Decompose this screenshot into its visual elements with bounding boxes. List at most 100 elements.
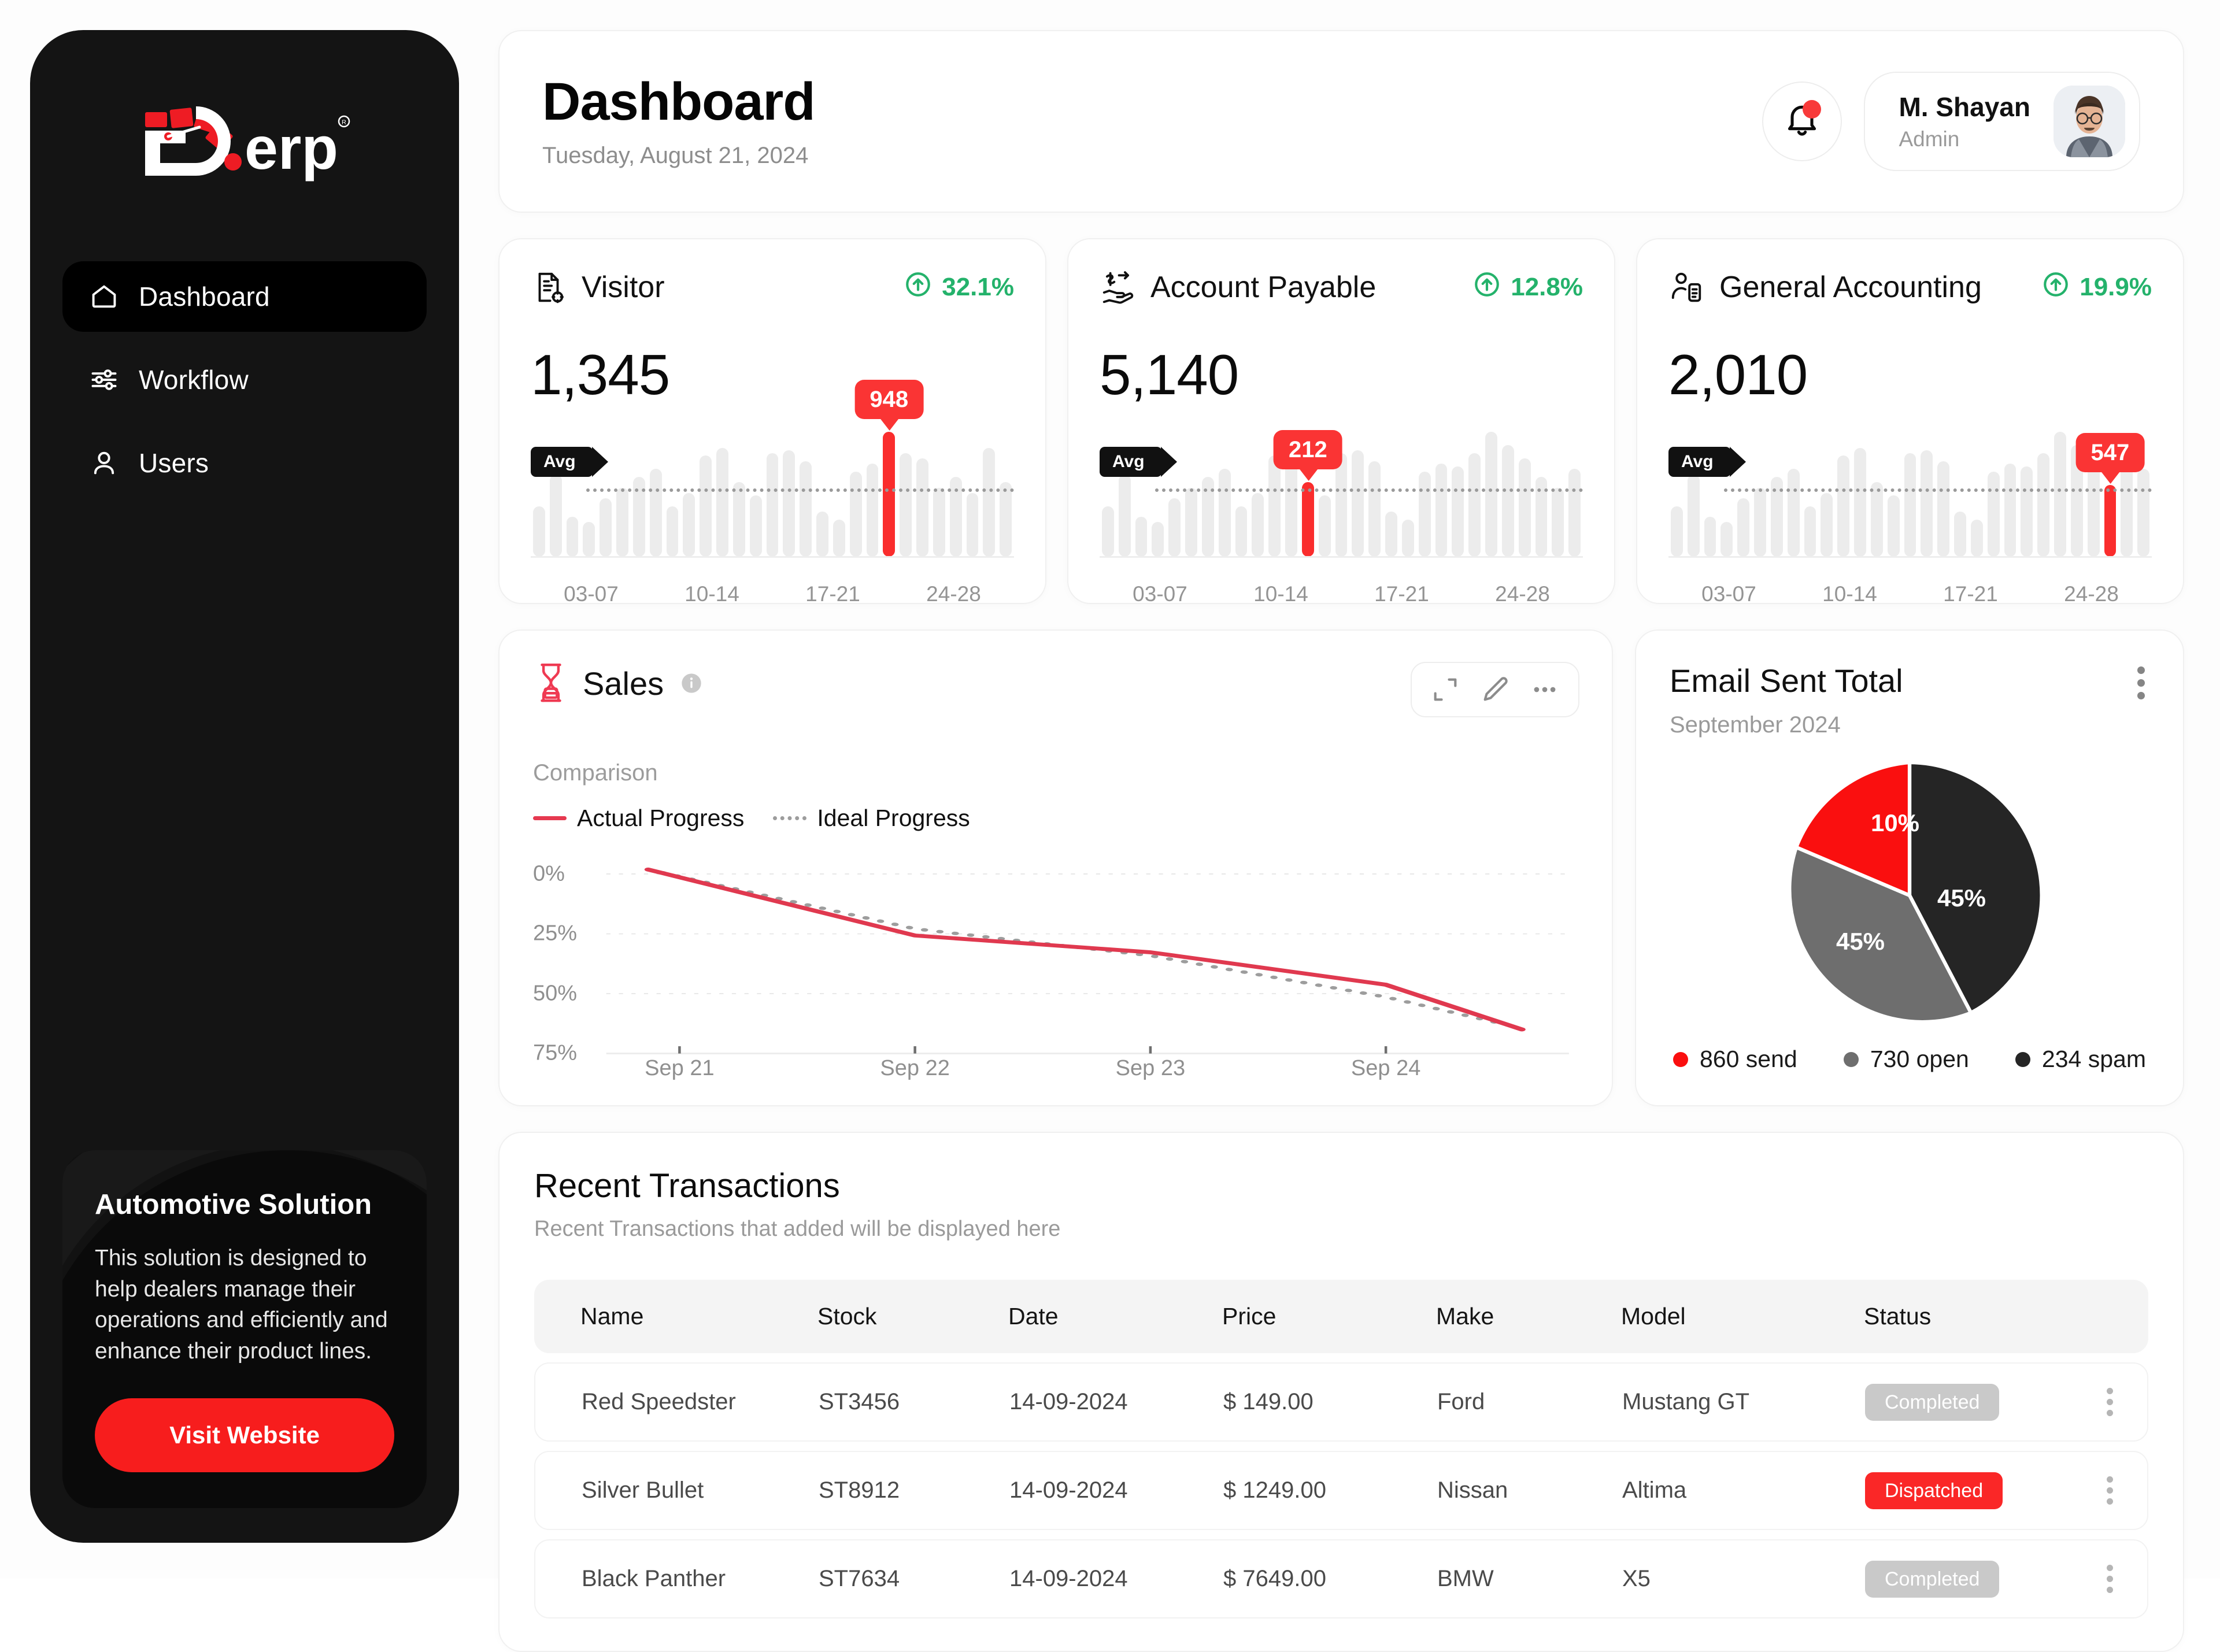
status-badge: Dispatched bbox=[1865, 1472, 2003, 1509]
sliders-icon bbox=[89, 365, 119, 395]
sparkline-bar bbox=[1535, 477, 1548, 557]
sparkline-bar bbox=[616, 487, 628, 557]
row-menu-icon[interactable] bbox=[2101, 1382, 2119, 1422]
status-badge: Completed bbox=[1865, 1383, 2000, 1421]
table-row[interactable]: Black Panther ST7634 14-09-2024 $ 7649.0… bbox=[534, 1539, 2148, 1618]
average-label: Avg bbox=[531, 447, 608, 477]
sparkline-bar bbox=[1201, 477, 1214, 557]
sparkline-bar bbox=[1401, 519, 1414, 557]
average-line bbox=[586, 488, 1014, 492]
legend-label: Actual Progress bbox=[577, 805, 745, 831]
sparkline-bar bbox=[1418, 471, 1431, 557]
info-icon[interactable] bbox=[680, 672, 703, 695]
arrow-up-circle-icon bbox=[904, 270, 933, 305]
sparkline-bar bbox=[649, 469, 662, 557]
sparkline-bar bbox=[666, 506, 679, 557]
x-tick-label: Sep 24 bbox=[1350, 1056, 1421, 1080]
sparkline-bar bbox=[1837, 455, 1850, 557]
cell-date: 14-09-2024 bbox=[1009, 1566, 1128, 1591]
visit-website-button[interactable]: Visit Website bbox=[95, 1398, 394, 1472]
user-menu[interactable]: M. Shayan Admin bbox=[1864, 72, 2140, 171]
sidebar-item-label: Dashboard bbox=[139, 281, 270, 312]
sparkline-bar bbox=[716, 447, 728, 557]
sparkline-bar bbox=[1904, 453, 1916, 557]
column-header-name: Name bbox=[580, 1303, 644, 1329]
table-row[interactable]: Red Speedster ST3456 14-09-2024 $ 149.00… bbox=[534, 1362, 2148, 1442]
sparkline-bar bbox=[2037, 453, 2050, 557]
app-logo: erp R bbox=[135, 99, 354, 186]
x-tick-label: 24-28 bbox=[1495, 582, 1550, 606]
expand-icon[interactable] bbox=[1430, 675, 1460, 705]
user-icon bbox=[89, 448, 119, 478]
sparkline-bar bbox=[1435, 464, 1448, 557]
sparkline-bar bbox=[749, 495, 762, 557]
header-actions: M. Shayan Admin bbox=[1762, 72, 2140, 171]
row-menu-icon[interactable] bbox=[2101, 1559, 2119, 1599]
sparkline-bar bbox=[1737, 498, 1750, 557]
row-menu-icon[interactable] bbox=[2101, 1470, 2119, 1510]
x-tick-label: Sep 21 bbox=[645, 1056, 715, 1080]
cell-name: Black Panther bbox=[582, 1566, 726, 1591]
sparkline-bar bbox=[566, 517, 579, 557]
email-legend: 860 send 730 open 234 spam bbox=[1670, 1046, 2149, 1076]
cell-make: Ford bbox=[1437, 1389, 1485, 1414]
kpi-card-visitor: Visitor 32.1% 1,345 bbox=[498, 238, 1046, 606]
sparkline-bar bbox=[849, 471, 862, 557]
legend-swatch-dotted bbox=[773, 816, 807, 820]
sparkline-tooltip: 212 bbox=[1273, 430, 1342, 481]
y-tick-label: 0% bbox=[533, 861, 565, 886]
kpi-title: Account Payable bbox=[1150, 271, 1377, 304]
sparkline-bar-highlighted bbox=[1301, 482, 1314, 557]
sparkline-bars bbox=[1668, 432, 2152, 557]
svg-text:erp: erp bbox=[245, 115, 338, 182]
sparkline-bar bbox=[1452, 466, 1464, 557]
table-row[interactable]: Silver Bullet ST8912 14-09-2024 $ 1249.0… bbox=[534, 1451, 2148, 1530]
email-subtitle: September 2024 bbox=[1670, 712, 1841, 738]
sparkline-bar bbox=[900, 453, 912, 557]
legend-swatch-solid bbox=[533, 816, 567, 820]
legend-label: Ideal Progress bbox=[817, 805, 970, 831]
sidebar-item-dashboard[interactable]: Dashboard bbox=[62, 261, 427, 332]
legend-swatch bbox=[1673, 1051, 1688, 1067]
cell-price: $ 149.00 bbox=[1223, 1389, 1314, 1414]
kebab-icon[interactable] bbox=[2133, 662, 2149, 704]
sparkline-chart: Avg 948 03-07 10-14 17-21 24-28 bbox=[531, 380, 1014, 606]
sparkline-chart: Avg 212 03-07 10-14 17-21 24-28 bbox=[1100, 428, 1583, 606]
sparkline-axis bbox=[1668, 556, 2152, 558]
sidebar-item-workflow[interactable]: Workflow bbox=[62, 345, 427, 415]
hourglass-icon bbox=[533, 662, 569, 705]
sparkline-bar bbox=[700, 455, 712, 557]
kpi-delta-value: 32.1% bbox=[942, 273, 1014, 301]
sparkline-bar bbox=[533, 506, 545, 557]
table-header: Name Stock Date Price Make Model Status bbox=[534, 1280, 2148, 1353]
pie-slice-label: 10% bbox=[1870, 809, 1920, 836]
more-icon[interactable] bbox=[1530, 675, 1560, 705]
sales-title: Sales bbox=[583, 665, 664, 702]
sparkline-bar bbox=[1870, 482, 1883, 557]
svg-text:R: R bbox=[342, 119, 346, 126]
pie-slice-label: 45% bbox=[1937, 884, 1986, 912]
line-chart-svg bbox=[606, 867, 1569, 1055]
sparkline-chart: Avg 547 03-07 10-14 17-21 24-28 bbox=[1668, 428, 2152, 606]
sparkline-bar bbox=[816, 511, 828, 557]
cell-date: 14-09-2024 bbox=[1009, 1389, 1128, 1414]
kpi-delta: 32.1% bbox=[904, 270, 1014, 305]
sparkline-bar bbox=[1252, 492, 1264, 557]
legend-swatch bbox=[1843, 1051, 1859, 1067]
pie-slice-send bbox=[1793, 760, 1912, 898]
sparkline-bar-highlighted bbox=[2104, 484, 2117, 557]
legend-item-ideal: Ideal Progress bbox=[773, 805, 970, 832]
sidebar-item-users[interactable]: Users bbox=[62, 428, 427, 498]
cell-price: $ 1249.00 bbox=[1223, 1477, 1326, 1503]
sparkline-bars bbox=[1100, 432, 1583, 557]
user-role: Admin bbox=[1899, 127, 1960, 151]
sparkline-bar bbox=[632, 477, 645, 557]
column-header-status: Status bbox=[1864, 1303, 1932, 1329]
edit-icon[interactable] bbox=[1480, 675, 1510, 705]
sparkline-tooltip: 948 bbox=[854, 380, 924, 431]
pie-svg bbox=[1788, 760, 2044, 1024]
cell-make: Nissan bbox=[1437, 1477, 1508, 1503]
average-label: Avg bbox=[1100, 447, 1177, 477]
notifications-button[interactable] bbox=[1762, 82, 1842, 161]
kpi-card-general-accounting: General Accounting 19.9% 2,010 bbox=[1636, 238, 2184, 606]
